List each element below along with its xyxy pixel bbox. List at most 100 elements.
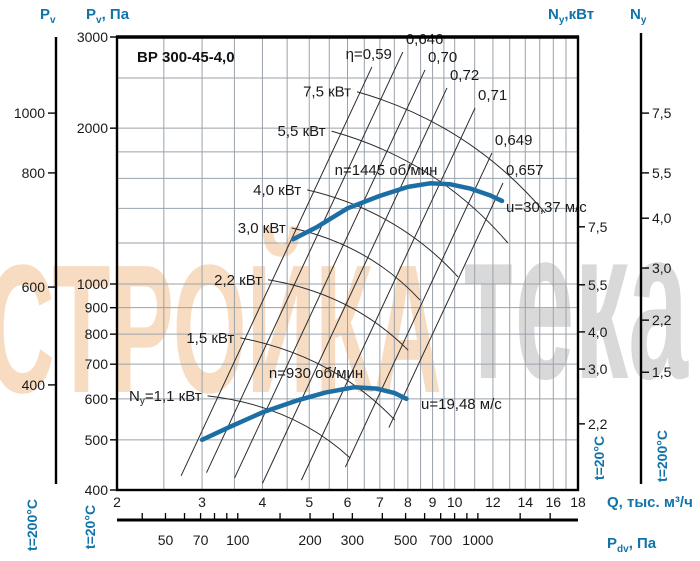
- curve-speed-label: u=19,48 м/с: [421, 396, 502, 413]
- temp-label-right-outer: t=200°C: [654, 430, 670, 482]
- axis-title-pv-outer-main: P: [40, 6, 51, 23]
- power-line: [356, 91, 546, 214]
- axis-title-ny-inner-rest: ,кВт: [564, 6, 595, 23]
- grid-lines: [116, 36, 579, 491]
- pdv-axis-tick-label: 300: [341, 532, 365, 548]
- x-axis-tick-label: 2: [113, 494, 121, 510]
- efficiency-label: 0,71: [478, 87, 507, 104]
- efficiency-label: 0,657: [506, 162, 544, 179]
- power-label: Ny=1,1 кВт: [129, 388, 202, 407]
- x-axis-tick-label: 8: [404, 494, 412, 510]
- efficiency-line: [388, 182, 504, 428]
- ny-outer-axis-tick-label: 3,0: [652, 260, 672, 276]
- temp-label-right-inner: t=20°C: [591, 435, 607, 481]
- efficiency-line: [344, 152, 493, 468]
- power-label: 1,5 кВт: [186, 330, 234, 347]
- y-axis-tick-label: 600: [85, 391, 109, 407]
- efficiency-line: [262, 87, 448, 484]
- power-label: 3,0 кВт: [238, 220, 286, 237]
- ny-outer-axis-tick-label: 7,5: [652, 105, 672, 121]
- y-axis-tick-label: 800: [85, 326, 109, 342]
- chart-title: ВР 300-45-4,0: [137, 49, 235, 66]
- ny-outer-axis-tick-label: 2,2: [652, 312, 672, 328]
- power-label: 5,5 кВт: [278, 123, 326, 140]
- ny-outer-axis-tick-label: 1,5: [652, 364, 672, 380]
- x-axis-tick-label: 12: [485, 494, 501, 510]
- efficiency-label: 0,649: [495, 132, 533, 149]
- pressure-curve-930: [199, 384, 409, 443]
- y-axis-tick-label: 400: [85, 482, 109, 498]
- y-axis-tick-label: 700: [85, 356, 109, 372]
- axis-title-ny-inner: Ny,кВт: [548, 7, 594, 26]
- curve-rpm-label: n=1445 об/мин: [335, 162, 438, 179]
- n-inner-axis-tick-label: 7,5: [588, 219, 608, 235]
- x-axis-tick-label: 6: [344, 494, 352, 510]
- axis-title-ny-outer-sub: y: [640, 15, 647, 26]
- pdv-axis-tick-label: 500: [394, 532, 418, 548]
- axis-title-ny-outer-main: N: [630, 6, 641, 23]
- axis-title-ny-outer: Ny: [630, 7, 646, 26]
- efficiency-line: [234, 69, 426, 479]
- n-inner-axis-tick-label: 5,5: [588, 277, 608, 293]
- x-axis-tick-label: 10: [447, 494, 463, 510]
- axis-title-pv-inner-rest: , Па: [101, 6, 130, 23]
- power-label: 2,2 кВт: [214, 272, 262, 289]
- power-line: [331, 130, 509, 244]
- axis-title-q: Q, тыс. м³/ч: [607, 494, 693, 511]
- pv-outer-axis-tick-label: 400: [22, 377, 46, 393]
- x-axis-tick-label: 4: [259, 494, 267, 510]
- pdv-axis-tick-label: 1000: [462, 532, 493, 548]
- x-axis-tick-label: 16: [545, 494, 561, 510]
- axis-title-pv-outer-sub: v: [50, 15, 56, 26]
- x-axis-tick-label: 5: [305, 494, 313, 510]
- pdv-axis-tick-label: 50: [158, 532, 174, 548]
- pv-outer-axis-tick-label: 800: [22, 165, 46, 181]
- axis-title-pdv-main: P: [607, 535, 618, 552]
- pv-outer-axis-tick-label: 600: [22, 279, 46, 295]
- pressure-curves: [199, 181, 505, 443]
- efficiency-line: [206, 51, 404, 473]
- ny-outer-axis-tick-label: 5,5: [652, 165, 672, 181]
- y-axis-tick-label: 3000: [77, 29, 108, 45]
- power-line: [291, 227, 421, 301]
- axis-title-pv-outer: Pv: [40, 7, 56, 26]
- temp-label-left-outer: t=200°C: [24, 499, 40, 551]
- pdv-axis-tick-label: 100: [226, 532, 250, 548]
- axis-title-pv-inner: Pv, Па: [86, 7, 129, 26]
- efficiency-label: η=0,59: [346, 46, 392, 63]
- power-line: [307, 189, 459, 278]
- curve-rpm-label: n=930 об/мин: [269, 365, 363, 382]
- efficiency-line: [180, 66, 373, 477]
- efficiency-line: [300, 107, 476, 481]
- power-label: 4,0 кВт: [253, 182, 301, 199]
- pressure-curve-1445: [290, 181, 505, 242]
- y-axis-tick-label: 1000: [77, 276, 108, 292]
- x-axis-tick-label: 14: [517, 494, 533, 510]
- efficiency-label: 0,70: [428, 49, 457, 66]
- x-axis-tick-label: 18: [570, 494, 586, 510]
- power-line: [240, 337, 396, 421]
- x-axis-tick-label: 9: [429, 494, 437, 510]
- power-line: [268, 279, 409, 351]
- axis-title-pdv: Pdv, Па: [607, 536, 656, 555]
- curve-speed-label: u=30,37 м/с: [506, 199, 587, 216]
- axis-title-pdv-rest: , Па: [628, 535, 657, 552]
- axis-title-ny-inner-sub: y: [558, 15, 565, 26]
- axis-title-pv-inner-main: P: [86, 6, 97, 23]
- power-lines: [207, 91, 546, 459]
- y-axis-tick-label: 2000: [77, 120, 108, 136]
- axis-title-pdv-sub: dv: [617, 544, 629, 555]
- n-inner-axis-tick-label: 2,2: [588, 416, 608, 432]
- x-axis-tick-label: 3: [198, 494, 206, 510]
- pdv-axis-tick-label: 700: [429, 532, 453, 548]
- power-line: [207, 395, 351, 459]
- axis-title-ny-inner-main: N: [548, 6, 559, 23]
- temp-label-left-inner: t=20°C: [82, 504, 98, 550]
- pdv-axis-tick-label: 200: [298, 532, 322, 548]
- power-label: 7,5 кВт: [303, 84, 351, 101]
- y-axis-tick-label: 900: [85, 300, 109, 316]
- pdv-axis-tick-label: 70: [193, 532, 209, 548]
- x-axis-tick-label: 7: [376, 494, 384, 510]
- n-inner-axis-tick-label: 4,0: [588, 324, 608, 340]
